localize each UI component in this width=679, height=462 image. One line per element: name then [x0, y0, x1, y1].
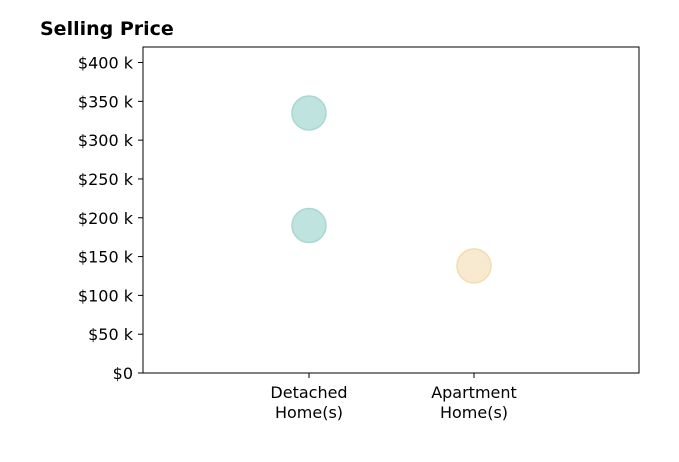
- chart-title: Selling Price: [40, 18, 174, 40]
- x-tick-label: Detached Home(s): [270, 383, 347, 422]
- plot-frame: [142, 46, 640, 374]
- data-point: [291, 95, 327, 131]
- y-tick-label: $350 k: [78, 92, 134, 111]
- x-tick-label: Apartment Home(s): [431, 383, 517, 422]
- y-tick-label: $50 k: [88, 325, 134, 344]
- y-tick-label: $150 k: [78, 248, 134, 267]
- y-tick-label: $250 k: [78, 170, 134, 189]
- x-axis: Detached Home(s) Apartment Home(s): [270, 373, 517, 422]
- data-point: [456, 248, 492, 284]
- y-tick-label: $300 k: [78, 131, 134, 150]
- y-tick-label: $200 k: [78, 209, 134, 228]
- data-points: [291, 95, 492, 284]
- y-tick-label: $100 k: [78, 286, 134, 305]
- data-point: [291, 207, 327, 244]
- y-tick-label: $0: [113, 364, 133, 383]
- y-axis: $0 $50 k $100 k $150 k $200 k $250 k $300 k $35…: [78, 54, 143, 383]
- y-tick-label: $400 k: [78, 54, 134, 73]
